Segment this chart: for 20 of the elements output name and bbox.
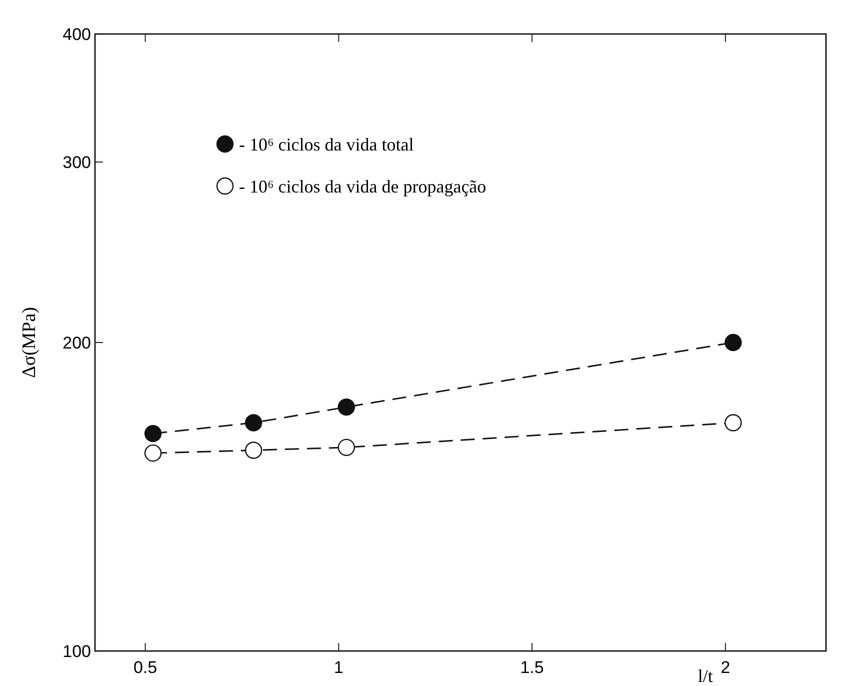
point [144, 444, 162, 462]
y-axis-title: Δσ(MPa) [19, 306, 40, 378]
y-tick-label: 400 [62, 24, 91, 44]
point [244, 414, 262, 432]
point [338, 438, 355, 456]
x-tick-label: 1 [334, 658, 344, 677]
point [338, 398, 355, 416]
point [244, 442, 262, 459]
point [144, 424, 162, 442]
x-axis-title: l/t [698, 666, 713, 686]
legend-label: - 10⁶ ciclos da vida de propagação [239, 176, 486, 196]
x-tick-label: 1.5 [520, 658, 544, 677]
point [724, 334, 742, 352]
point [724, 414, 742, 432]
y-tick-label: 300 [62, 152, 91, 172]
y-tick-label: 100 [62, 642, 91, 661]
y-tick-label: 200 [62, 333, 91, 352]
x-tick-label: 0.5 [133, 658, 158, 677]
x-tick-label: 2 [720, 658, 730, 677]
legend-label: - 10⁶ ciclos da vida total [239, 134, 414, 154]
